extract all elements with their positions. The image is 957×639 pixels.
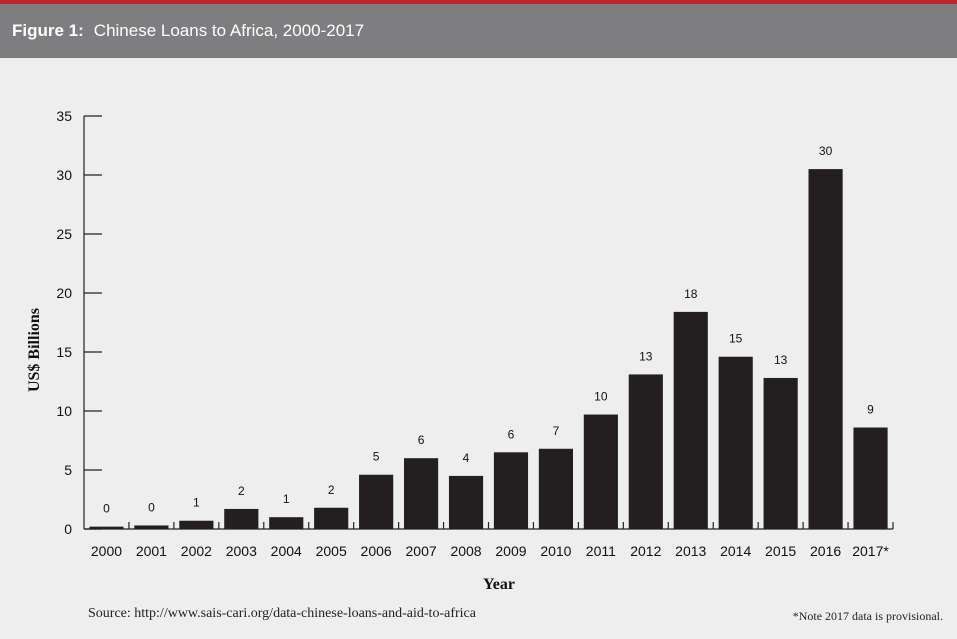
x-tick-label: 2009 (495, 543, 526, 559)
figure-label: Figure 1: (12, 21, 84, 40)
bar-2017 (853, 427, 888, 529)
bar-2006 (359, 474, 394, 529)
x-tick-label: 2015 (765, 543, 796, 559)
x-tick-label: 2016 (810, 543, 841, 559)
x-tick-label: 2010 (540, 543, 571, 559)
data-label: 0 (148, 500, 155, 514)
x-tick-label: 2008 (450, 543, 481, 559)
bar-2007 (404, 458, 439, 529)
data-label: 1 (283, 492, 290, 506)
data-label: 5 (373, 450, 380, 464)
data-label: 30 (819, 144, 833, 158)
x-tick-label: 2013 (675, 543, 706, 559)
data-label: 15 (729, 332, 743, 346)
y-tick-label: 35 (56, 108, 72, 124)
data-label: 9 (867, 403, 874, 417)
data-label: 7 (553, 424, 560, 438)
x-tick-label: 2011 (586, 543, 616, 559)
bar-2008 (448, 475, 484, 529)
x-tick-label: 2004 (271, 543, 302, 559)
data-label: 13 (774, 353, 788, 367)
data-label: 6 (418, 433, 425, 447)
bar-2004 (269, 517, 304, 529)
y-tick-label: 0 (64, 521, 72, 537)
data-label: 1 (193, 496, 200, 510)
y-tick-label: 25 (56, 226, 72, 242)
x-tick-label: 2001 (136, 543, 167, 559)
provisional-note: *Note 2017 data is provisional. (792, 609, 943, 623)
y-tick-label: 20 (56, 285, 72, 301)
data-label: 2 (238, 484, 245, 498)
x-tick-label: 2012 (630, 543, 661, 559)
data-label: 10 (594, 390, 608, 404)
data-label: 13 (639, 349, 653, 363)
data-label: 4 (463, 451, 470, 465)
bar-2001 (134, 525, 169, 529)
figure-title: Chinese Loans to Africa, 2000-2017 (93, 21, 365, 40)
bar-2003 (224, 508, 259, 529)
bars (89, 169, 888, 529)
bar-2011 (583, 414, 618, 529)
bar-2010 (538, 448, 573, 529)
bar-2002 (179, 520, 214, 529)
figure-header: Figure 1: Chinese Loans to Africa, 2000-… (0, 4, 957, 58)
bar-2014 (718, 356, 753, 529)
bar-2009 (493, 452, 529, 529)
data-label: 2 (328, 483, 335, 497)
x-tick-label: 2003 (226, 543, 257, 559)
y-tick-label: 5 (64, 462, 72, 478)
data-label: 0 (103, 502, 110, 516)
bar-2016 (808, 169, 843, 529)
x-tick-label: 2007 (406, 543, 437, 559)
data-label: 6 (508, 427, 515, 441)
y-tick-label: 15 (56, 344, 72, 360)
y-axis-title: US$ Billions (26, 308, 43, 392)
x-axis-title: Year (483, 576, 515, 593)
bar-2005 (314, 507, 349, 529)
data-labels: 0 0 1 2 1 2 5 6 4 6 7 10 13 18 15 13 30 9 (103, 144, 874, 516)
x-tick-label: 2014 (720, 543, 751, 559)
bar-2015 (763, 377, 798, 529)
x-tick-label: 2017* (852, 543, 889, 559)
x-tick-label: 2006 (361, 543, 392, 559)
y-axis: 0 5 10 15 20 25 30 35 (56, 108, 102, 537)
bar-2013 (673, 311, 708, 529)
x-tick-label: 2002 (181, 543, 212, 559)
y-tick-label: 30 (56, 167, 72, 183)
y-tick-label: 10 (56, 403, 72, 419)
source-note: Source: http://www.sais-cari.org/data-ch… (88, 606, 476, 621)
data-label: 18 (684, 287, 698, 301)
x-axis (84, 522, 894, 530)
bar-2000 (89, 526, 124, 529)
bar-2012 (628, 374, 663, 529)
header-accent-line (0, 0, 957, 4)
x-tick-labels: 2000 2001 2002 2003 2004 2005 2006 2007 2008 2009… (91, 543, 889, 559)
x-tick-label: 2000 (91, 543, 122, 559)
x-tick-label: 2005 (316, 543, 347, 559)
